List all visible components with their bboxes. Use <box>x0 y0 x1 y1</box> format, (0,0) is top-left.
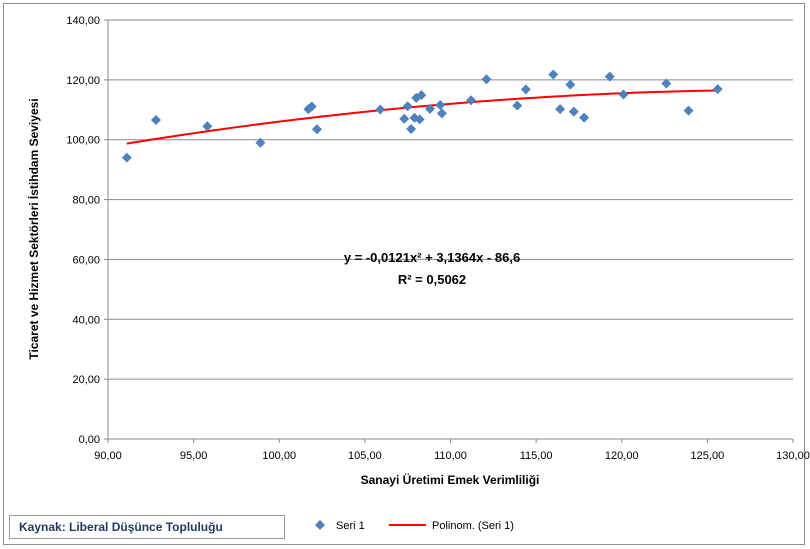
data-point <box>202 121 213 132</box>
y-tick-label: 0,00 <box>79 434 100 446</box>
plot-area <box>108 20 793 439</box>
x-tick-label: 115,00 <box>520 450 553 462</box>
legend-label-series1: Seri 1 <box>336 520 365 532</box>
x-axis-title: Sanayi Üretimi Emek Verimliliği <box>361 472 540 487</box>
data-point <box>414 114 425 125</box>
data-point <box>435 99 446 110</box>
data-point <box>481 74 492 85</box>
data-point <box>402 101 413 112</box>
data-point <box>375 104 386 115</box>
data-point <box>311 124 322 135</box>
data-point <box>406 123 417 134</box>
y-tick-label: 20,00 <box>72 374 100 386</box>
y-tick-label: 100,00 <box>66 135 100 147</box>
data-point <box>712 84 723 95</box>
data-point <box>565 79 576 90</box>
data-point <box>661 78 672 89</box>
y-tick-labels: 0,00 20,00 40,00 60,00 80,00 100,00 120,00 140,… <box>66 15 108 446</box>
y-tick-label: 80,00 <box>72 195 100 207</box>
data-point <box>121 152 132 163</box>
legend-marker-series1 <box>315 520 325 530</box>
x-tick-labels: 90,00 95,00 100,00 105,00 110,00 115,00 120,00… <box>94 439 810 462</box>
polynomial-trendline <box>126 89 718 145</box>
data-point <box>548 69 559 80</box>
x-tick-label: 130,00 <box>776 450 810 462</box>
x-tick-label: 95,00 <box>180 450 208 462</box>
grid-lines <box>108 19 793 380</box>
x-tick-label: 125,00 <box>691 450 725 462</box>
y-tick-label: 140,00 <box>66 15 100 27</box>
data-point <box>255 137 266 148</box>
data-point <box>416 90 427 101</box>
legend-label-trendline: Polinom. (Seri 1) <box>432 520 514 532</box>
data-point <box>466 95 477 106</box>
y-tick-label: 40,00 <box>72 314 100 326</box>
x-tick-label: 105,00 <box>348 450 382 462</box>
y-tick-label: 120,00 <box>66 75 100 87</box>
data-point <box>579 112 590 123</box>
x-tick-label: 120,00 <box>605 450 639 462</box>
data-point <box>436 108 447 119</box>
trend-equation: y = -0,0121x² + 3,1364x - 86,6 <box>344 250 520 265</box>
data-point <box>618 89 629 100</box>
data-point <box>568 106 579 117</box>
data-point <box>150 114 161 125</box>
series-points <box>121 69 723 163</box>
data-point <box>604 71 615 82</box>
r-squared-label: R² = 0,5062 <box>398 272 466 287</box>
x-tick-label: 110,00 <box>434 450 467 462</box>
data-point <box>520 84 531 95</box>
data-point <box>683 105 694 116</box>
source-label: Kaynak: Liberal Düşünce Topluluğu <box>9 515 285 539</box>
data-point <box>512 100 523 111</box>
legend: Seri 1 Polinom. (Seri 1) <box>315 520 514 532</box>
x-tick-label: 100,00 <box>262 450 296 462</box>
y-tick-label: 60,00 <box>72 254 100 266</box>
x-tick-label: 90,00 <box>94 450 122 462</box>
y-axis-title: Ticaret ve Hizmet Sektörleri İstihdam Se… <box>26 98 41 359</box>
data-point <box>555 104 566 115</box>
data-point <box>399 113 410 124</box>
data-point <box>424 103 435 114</box>
data-point <box>306 101 317 112</box>
